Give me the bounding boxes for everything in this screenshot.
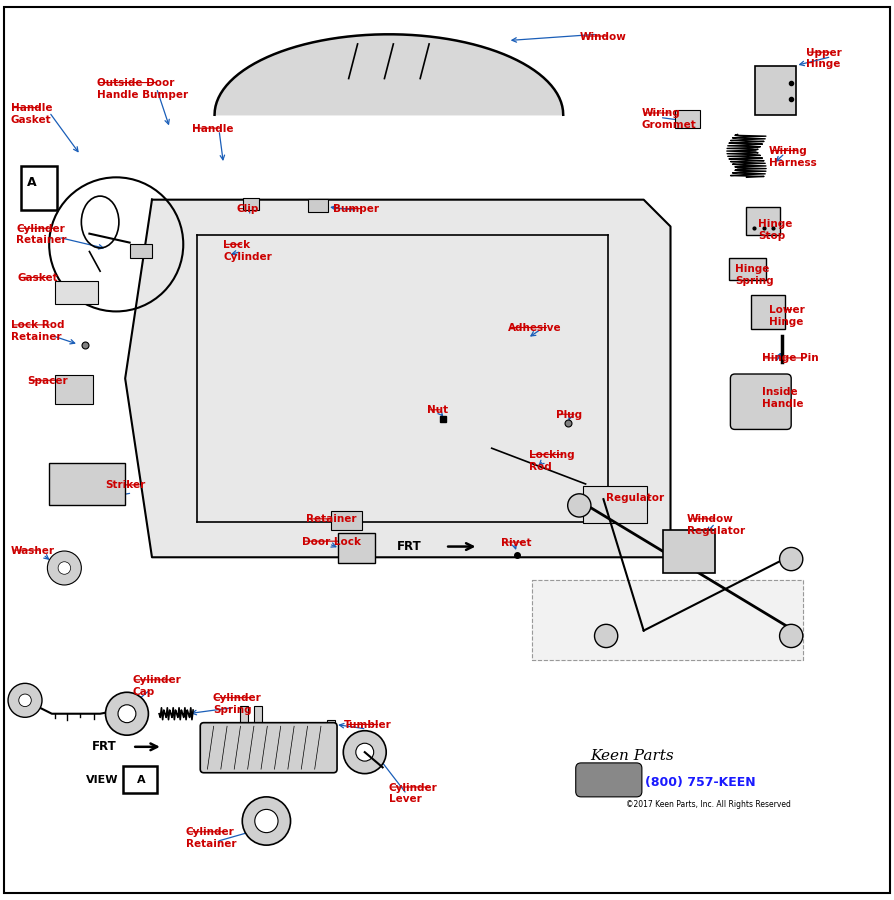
Text: ©2017 Keen Parts, Inc. All Rights Reserved: ©2017 Keen Parts, Inc. All Rights Reserv… — [626, 800, 790, 809]
Text: Door Lock: Door Lock — [302, 536, 361, 546]
Bar — [746, 207, 780, 236]
Bar — [21, 166, 57, 211]
Bar — [49, 463, 125, 506]
Text: Bumper: Bumper — [333, 204, 378, 214]
Text: Nut: Nut — [427, 405, 449, 415]
Text: Adhesive: Adhesive — [508, 323, 561, 333]
Bar — [55, 281, 98, 304]
FancyBboxPatch shape — [576, 763, 642, 796]
Text: Lock
Cylinder: Lock Cylinder — [224, 240, 273, 262]
Circle shape — [255, 809, 278, 832]
Text: A: A — [137, 775, 146, 785]
Text: Handle: Handle — [192, 123, 233, 134]
Bar — [583, 486, 647, 523]
Circle shape — [780, 625, 803, 648]
Text: Locking
Rod: Locking Rod — [529, 450, 575, 472]
Circle shape — [19, 694, 31, 706]
Text: Hinge Pin: Hinge Pin — [762, 354, 818, 364]
Bar — [240, 706, 248, 724]
Bar — [130, 245, 152, 257]
Circle shape — [8, 683, 42, 717]
Bar — [751, 295, 785, 329]
Bar — [331, 511, 362, 530]
Text: Wiring
Harness: Wiring Harness — [769, 146, 816, 167]
Text: Spacer: Spacer — [27, 376, 67, 386]
Text: Handle
Gasket: Handle Gasket — [11, 104, 52, 125]
Circle shape — [105, 692, 148, 735]
Circle shape — [356, 743, 374, 761]
Text: A: A — [27, 176, 37, 189]
Text: Hinge
Stop: Hinge Stop — [758, 220, 792, 241]
Text: Cylinder
Spring: Cylinder Spring — [213, 693, 262, 715]
Bar — [663, 530, 715, 573]
Text: Keen Parts: Keen Parts — [590, 750, 674, 763]
Text: Regulator: Regulator — [606, 493, 664, 503]
Text: Lock Rod
Retainer: Lock Rod Retainer — [11, 320, 64, 342]
Text: VIEW: VIEW — [86, 775, 118, 785]
Text: Wiring
Grommet: Wiring Grommet — [642, 109, 696, 130]
Text: Gasket: Gasket — [18, 273, 58, 283]
Text: Window
Regulator: Window Regulator — [687, 515, 745, 536]
Text: FRT: FRT — [91, 741, 116, 753]
Text: FRT: FRT — [397, 540, 422, 554]
Text: Cylinder
Lever: Cylinder Lever — [389, 783, 438, 805]
Bar — [308, 199, 328, 212]
Text: Striker: Striker — [105, 481, 146, 491]
Bar — [755, 66, 796, 115]
Circle shape — [47, 551, 81, 585]
Circle shape — [118, 705, 136, 723]
Text: Cylinder
Retainer: Cylinder Retainer — [186, 827, 236, 849]
Circle shape — [58, 562, 71, 574]
Text: Tumbler: Tumbler — [344, 720, 392, 730]
Bar — [243, 198, 259, 211]
Text: Retainer: Retainer — [306, 515, 356, 525]
Text: Outside Door
Handle Bumper: Outside Door Handle Bumper — [97, 78, 188, 100]
Polygon shape — [532, 580, 803, 660]
Text: Cylinder
Retainer: Cylinder Retainer — [16, 224, 66, 246]
Circle shape — [568, 494, 591, 517]
Circle shape — [595, 625, 618, 648]
Text: Hinge
Spring: Hinge Spring — [735, 264, 773, 285]
Circle shape — [780, 547, 803, 571]
Text: Rivet: Rivet — [501, 537, 531, 547]
FancyBboxPatch shape — [200, 723, 337, 773]
Text: Upper
Hinge: Upper Hinge — [806, 48, 842, 69]
Text: Window: Window — [579, 32, 626, 41]
FancyBboxPatch shape — [730, 374, 791, 429]
Bar — [123, 767, 157, 793]
Circle shape — [343, 731, 386, 774]
Bar — [55, 375, 93, 403]
Text: Plug: Plug — [556, 410, 582, 419]
Bar — [675, 111, 700, 128]
Text: Washer: Washer — [11, 545, 55, 555]
Polygon shape — [125, 200, 670, 557]
Text: Inside
Handle: Inside Handle — [762, 387, 803, 409]
Polygon shape — [215, 34, 563, 115]
Text: (800) 757-KEEN: (800) 757-KEEN — [645, 777, 756, 789]
Bar — [338, 533, 375, 562]
Text: Lower
Hinge: Lower Hinge — [769, 305, 805, 327]
Text: Cylinder
Cap: Cylinder Cap — [132, 675, 181, 697]
Circle shape — [242, 796, 291, 845]
Text: Clip: Clip — [236, 204, 258, 214]
Bar — [729, 257, 766, 280]
Bar — [254, 706, 262, 724]
